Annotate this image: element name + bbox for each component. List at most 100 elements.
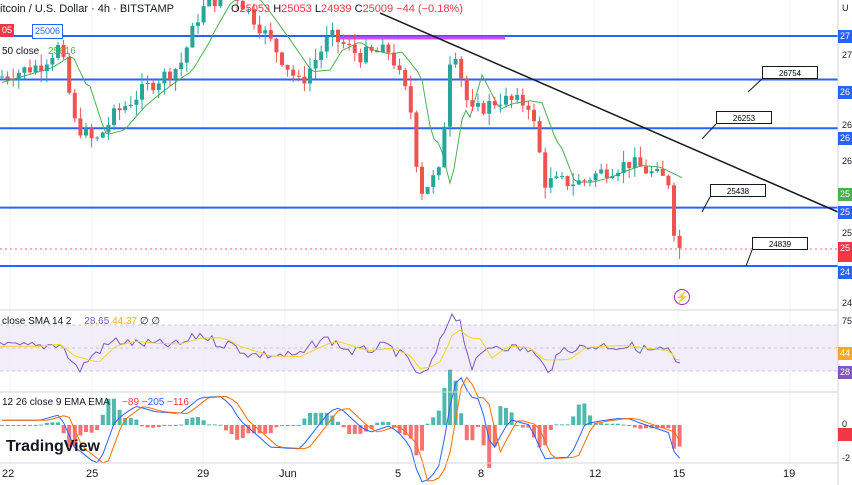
macd-hist-bar: [672, 425, 676, 449]
candle-body: [526, 105, 531, 110]
candle-body: [145, 82, 150, 85]
candle-body: [380, 44, 385, 53]
macd-value: −89: [122, 397, 140, 408]
candle-body: [403, 69, 408, 87]
macd-hist-bar: [302, 418, 307, 425]
candle-body: [11, 78, 16, 80]
macd-hist-bar: [50, 422, 55, 425]
macd-hist-bar: [392, 425, 396, 428]
macd-hist-bar: [240, 425, 245, 439]
candle-body: [616, 172, 620, 177]
sell-chip[interactable]: 05: [0, 24, 15, 37]
macd-hist-bar: [565, 424, 570, 426]
macd-label: 12 26 close 9 EMA EMA: [2, 397, 110, 408]
macd-hist-bar: [196, 417, 200, 425]
macd-hist-bar: [408, 425, 413, 439]
rsi-sma-badge: 44: [838, 347, 852, 360]
macd-hist-bar: [95, 425, 100, 431]
candle-body: [291, 69, 296, 76]
macd-hist-bar: [291, 425, 296, 426]
rsi-sma-value: 44.37: [112, 316, 138, 327]
macd-hist-bar: [207, 424, 212, 426]
candle-body: [336, 29, 340, 43]
macd-hist-bar: [464, 425, 469, 441]
macd-pane: [0, 369, 682, 483]
candle-body: [207, 0, 212, 7]
callout-26754[interactable]: 26754: [762, 66, 818, 79]
macd-hist-bar: [504, 407, 508, 425]
candle-body: [386, 44, 391, 53]
macd-hist-bar: [106, 398, 111, 425]
macd-hist-bar: [218, 424, 223, 426]
candle-body: [504, 95, 508, 105]
x-tick: 19: [783, 468, 796, 480]
macd-hist-bar: [44, 422, 49, 425]
callout-25438[interactable]: 25438: [710, 184, 766, 197]
low-prefix: L: [314, 3, 321, 15]
macd-hist-bar: [420, 425, 424, 451]
candle-body: [649, 171, 654, 174]
macd-hist-bar: [313, 412, 318, 425]
candle-body: [246, 9, 251, 11]
macd-hist-bar: [33, 425, 38, 426]
macd-legend: 12 26 close 9 EMA EMA −89 −205 −116: [2, 397, 189, 408]
macd-hist-bar: [11, 425, 16, 426]
candle-body: [571, 184, 576, 187]
macd-hist-bar: [140, 425, 144, 427]
macd-hist-bar: [627, 425, 632, 426]
macd-hist-bar: [604, 423, 609, 425]
macd-hist-bar: [397, 425, 402, 433]
buy-chip[interactable]: 25006: [32, 24, 64, 39]
macd-hist-bar: [453, 380, 458, 425]
macd-hist-bar: [173, 425, 178, 426]
candle-body: [128, 104, 133, 107]
candle-body: [341, 42, 346, 44]
macd-hist-bar: [268, 425, 273, 434]
candle-body: [487, 101, 492, 114]
candle-body: [420, 166, 424, 194]
macd-hist-bar: [509, 412, 514, 425]
signal-value: −205: [141, 397, 165, 408]
macd-hist-bar: [5, 425, 10, 426]
sma-line: [1, 0, 683, 186]
callout-24839[interactable]: 24839: [752, 237, 808, 250]
candle-body: [644, 166, 648, 174]
rsi-value: 28.65: [84, 316, 110, 327]
macd-hist-bar: [481, 425, 486, 446]
macd-hist-bar: [347, 425, 352, 434]
macd-hist-bar: [498, 406, 503, 425]
candle-body: [655, 168, 660, 172]
lightning-icon[interactable]: ⚡: [674, 289, 690, 305]
candle-body: [448, 64, 452, 127]
macd-hist-bar: [16, 425, 21, 426]
macd-hist-bar: [380, 421, 385, 425]
high-prefix: H: [273, 3, 282, 15]
macd-hist-bar: [123, 417, 128, 425]
candle-body: [672, 185, 676, 236]
candle-body: [100, 132, 105, 138]
sma-label: 50 close: [2, 46, 40, 57]
macd-hist-bar: [515, 425, 520, 426]
macd-hist-bar: [459, 413, 464, 425]
candle-body: [599, 169, 604, 174]
candle-body: [436, 167, 441, 176]
candle-body: [308, 68, 312, 84]
macd-hist-bar: [560, 424, 564, 426]
price-tick: 27: [842, 50, 852, 60]
sma-legend: 50 close 25616: [2, 46, 76, 57]
macd-hist-bar: [470, 425, 475, 441]
candle-body: [78, 118, 83, 136]
candle-body: [257, 24, 262, 34]
candle-body: [582, 180, 587, 182]
macd-hist-bar: [179, 424, 184, 426]
rsi-badge: 28: [838, 366, 852, 379]
candle-body: [532, 109, 536, 122]
macd-hist-bar: [212, 424, 217, 426]
macd-hist-bar: [89, 425, 94, 433]
x-tick: 22: [2, 468, 15, 480]
callout-26253[interactable]: 26253: [716, 111, 772, 124]
low-value: 24939: [320, 3, 352, 15]
macd-hist-bar: [257, 425, 262, 434]
price-tick: 24: [842, 298, 852, 308]
